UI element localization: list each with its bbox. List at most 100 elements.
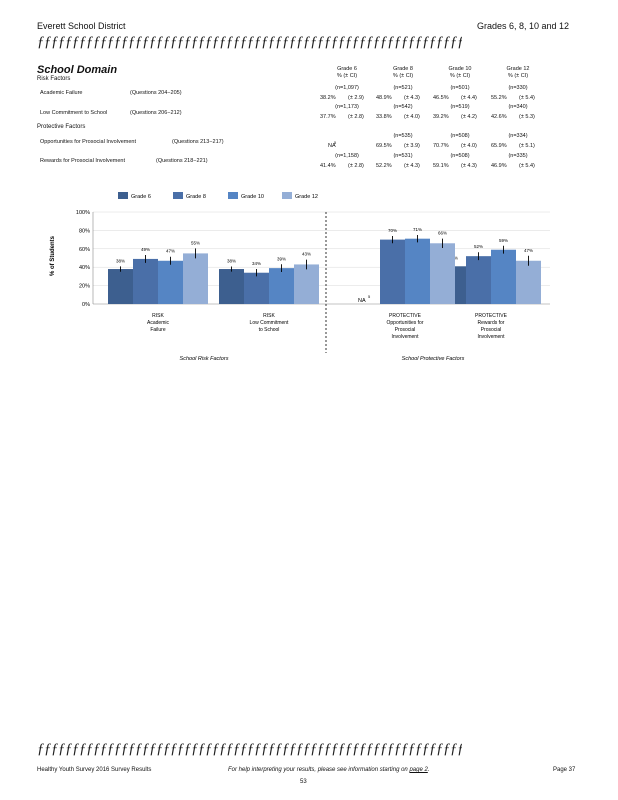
bar	[158, 260, 183, 304]
header-rule: ƒƒƒƒƒƒƒƒƒƒƒƒƒƒƒƒƒƒƒƒƒƒƒƒƒƒƒƒƒƒƒƒƒƒƒƒƒƒƒƒ…	[37, 34, 462, 50]
table-ci-cell: (± 4.0)	[404, 114, 420, 120]
category-label-line: PROTECTIVE	[475, 313, 508, 319]
footer-page-link[interactable]: page 2	[409, 767, 428, 773]
data-label: 47%	[166, 249, 175, 254]
category-label-line: Involvement	[478, 334, 506, 340]
legend-swatch	[282, 192, 292, 199]
bar	[183, 253, 208, 304]
bar	[108, 269, 133, 304]
table-value-cell: 48.9%	[376, 95, 392, 101]
category-label-line: Prosocial	[481, 327, 502, 333]
table-value-cell: 70.7%	[433, 143, 449, 149]
data-label: 59%	[499, 238, 508, 243]
row-label-low-commitment: Low Commitment to School	[40, 110, 108, 116]
data-label: 34%	[252, 261, 261, 266]
table-n-cell: (n=1,097)	[335, 85, 359, 91]
table-n-cell: (n=501)	[450, 85, 470, 91]
table-value-cell: 69.5%	[376, 143, 392, 149]
table-value-cell: 42.6%	[491, 114, 507, 120]
table-value-cell: 46.9%	[491, 163, 507, 169]
table-ci-cell: (± 4.3)	[404, 95, 420, 101]
table-n-cell: (n=1,158)	[335, 153, 359, 159]
category-label-line: Rewards for	[478, 320, 505, 326]
category-label-line: Low Commitment	[250, 320, 290, 326]
table-ci-cell: (± 4.3)	[461, 163, 477, 169]
na-superscript: 5	[368, 294, 371, 299]
legend-label: Grade 12	[295, 194, 318, 200]
table-ci-cell: (± 2.8)	[348, 163, 364, 169]
category-label-line: to School	[259, 327, 280, 333]
category-label-line: Failure	[150, 327, 166, 333]
table-value-cell: 65.9%	[491, 143, 507, 149]
row-questions-rewards: (Questions 218−221)	[156, 158, 208, 164]
bar	[133, 258, 158, 304]
grade-header: Grade 8	[393, 66, 413, 72]
legend-label: Grade 8	[186, 194, 206, 200]
y-tick-label: 80%	[79, 228, 90, 234]
table-value-cell: NA	[328, 143, 336, 149]
bar	[269, 268, 294, 304]
y-axis-ticks: 0% 20% 40% 60% 80% 100%	[76, 210, 90, 308]
na-label: NA	[358, 298, 366, 304]
legend-label: Grade 10	[241, 194, 264, 200]
bar	[294, 264, 319, 304]
table-value-cell: 55.2%	[491, 95, 507, 101]
row-label-rewards: Rewards for Prosocial Involvement	[40, 158, 125, 164]
table-n-cell: (n=335)	[508, 153, 528, 159]
table-value-cell: 39.2%	[433, 114, 449, 120]
grade-header: Grade 6	[337, 66, 357, 72]
grades-label: Grades 6, 8, 10 and 12	[477, 21, 570, 31]
footer-help-suffix: .	[427, 767, 430, 773]
table-n-cell: (n=521)	[393, 85, 413, 91]
data-label: 47%	[524, 248, 533, 253]
table-n-cell: (n=330)	[508, 85, 528, 91]
risk-factors-heading: Risk Factors	[37, 76, 71, 82]
table-ci-cell: (± 4.4)	[461, 95, 477, 101]
y-tick-label: 60%	[79, 247, 90, 253]
row-label-opportunities: Opportunities for Prosocial Involvement	[40, 139, 136, 145]
table-n-cell: (n=334)	[508, 133, 528, 139]
footer-survey-title: Healthy Youth Survey 2016 Survey Results	[37, 767, 152, 773]
bars: 38%38%NA541%49%34%70%52%47%39%71%59%55%4…	[108, 227, 541, 304]
table-value-cell: 37.7%	[320, 114, 336, 120]
table-n-cell: (n=508)	[450, 153, 470, 159]
table-n-cell: (n=542)	[393, 104, 413, 110]
category-label-line: RISK	[152, 313, 164, 319]
bar	[380, 239, 405, 304]
data-label: 43%	[302, 252, 311, 257]
table-value-cell: 52.2%	[376, 163, 392, 169]
group-label-risk: School Risk Factors	[180, 356, 229, 362]
protective-factors-heading: Protective Factors	[37, 124, 86, 130]
y-axis-label: % of Students	[50, 235, 56, 276]
legend-label: Grade 6	[131, 194, 151, 200]
bar	[516, 260, 541, 304]
table-n-cell: (n=340)	[508, 104, 528, 110]
data-label: 49%	[141, 247, 150, 252]
data-label: 71%	[413, 227, 422, 232]
data-label: 39%	[277, 256, 286, 261]
data-label: 38%	[227, 258, 236, 263]
bar	[219, 269, 244, 304]
row-questions-low-commitment: (Questions 206−212)	[130, 110, 182, 116]
footer-rule: ƒƒƒƒƒƒƒƒƒƒƒƒƒƒƒƒƒƒƒƒƒƒƒƒƒƒƒƒƒƒƒƒƒƒƒƒƒƒƒƒ…	[37, 741, 462, 757]
table-value-cell: 33.8%	[376, 114, 392, 120]
data-label: 55%	[191, 240, 200, 245]
bar	[430, 243, 455, 304]
bar	[405, 238, 430, 304]
table-value-cell: 59.1%	[433, 163, 449, 169]
data-label: 70%	[388, 228, 397, 233]
ci-header: % (± CI)	[449, 73, 471, 79]
footer-page-label: Page 37	[553, 767, 576, 773]
legend-swatch	[118, 192, 128, 199]
table-ci-cell: (± 2.8)	[348, 114, 364, 120]
row-label-academic-failure: Academic Failure	[40, 90, 83, 96]
table-ci-cell: (± 5.3)	[519, 114, 535, 120]
data-label: 66%	[438, 231, 447, 236]
district-name: Everett School District	[37, 21, 126, 31]
table-value-cell: 41.4%	[320, 163, 336, 169]
section-title: School Domain	[37, 64, 118, 76]
table-n-cell: (n=531)	[393, 153, 413, 159]
category-label-line: Involvement	[392, 334, 420, 340]
table-ci-cell: (± 3.9)	[404, 143, 420, 149]
